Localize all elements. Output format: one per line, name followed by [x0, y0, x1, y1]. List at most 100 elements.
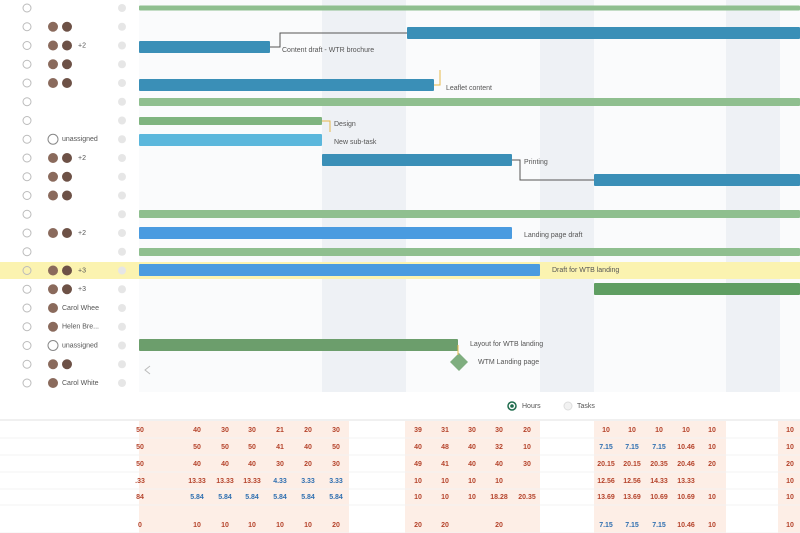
menu-icon[interactable] — [118, 379, 126, 387]
info-icon[interactable] — [22, 191, 32, 200]
task-bar[interactable] — [139, 134, 322, 146]
info-icon[interactable] — [22, 284, 32, 294]
task-bar[interactable] — [139, 248, 800, 256]
table-cell: 40 — [304, 444, 312, 451]
table-cell: 10 — [495, 478, 503, 485]
task-label: Design — [334, 121, 356, 128]
info-icon[interactable] — [22, 209, 32, 219]
table-cell: 10 — [682, 427, 690, 434]
menu-icon[interactable] — [118, 247, 126, 256]
info-icon[interactable] — [22, 322, 32, 332]
info-icon[interactable] — [22, 359, 32, 369]
info-icon[interactable] — [22, 22, 32, 32]
radio-tasks[interactable] — [563, 401, 573, 411]
avatar — [48, 153, 58, 163]
assignee-name: Carol Whee — [62, 305, 99, 312]
table-cell: 50 — [221, 444, 229, 451]
assignee-count: +2 — [78, 155, 86, 162]
info-icon[interactable] — [22, 59, 32, 69]
assignee-name: Helen Bre... — [62, 324, 99, 331]
task-bar[interactable] — [407, 27, 800, 39]
info-icon[interactable] — [22, 3, 32, 13]
table-cell: 40 — [248, 461, 256, 468]
avatar — [62, 265, 72, 276]
task-bar[interactable] — [139, 117, 322, 125]
task-bar[interactable] — [139, 264, 540, 276]
table-cell: 10 — [708, 444, 716, 451]
table-band — [405, 421, 540, 533]
menu-icon[interactable] — [118, 360, 126, 369]
menu-icon[interactable] — [118, 154, 126, 162]
table-cell: 10 — [602, 427, 610, 434]
task-bar[interactable] — [139, 210, 800, 218]
task-bar[interactable] — [139, 79, 434, 91]
table-cell: 20 — [304, 427, 312, 434]
menu-icon[interactable] — [118, 79, 126, 87]
menu-icon[interactable] — [118, 322, 126, 331]
info-icon[interactable] — [22, 134, 32, 144]
task-bar[interactable] — [139, 41, 270, 53]
info-icon[interactable] — [22, 247, 32, 257]
menu-icon[interactable] — [118, 22, 126, 31]
menu-icon[interactable] — [118, 210, 126, 219]
menu-icon[interactable] — [118, 341, 126, 350]
info-icon[interactable] — [22, 97, 32, 107]
info-icon[interactable] — [22, 228, 32, 238]
task-bar[interactable] — [594, 174, 800, 186]
table-cell: 10 — [221, 522, 229, 529]
menu-icon[interactable] — [118, 229, 126, 237]
info-icon[interactable] — [22, 172, 32, 182]
task-bar[interactable] — [322, 154, 512, 166]
table-cell: 10 — [414, 494, 422, 501]
table-cell: 20.15 — [597, 461, 615, 468]
table-band — [594, 421, 726, 533]
table-cell: 7.15 — [625, 444, 639, 451]
info-icon[interactable] — [22, 153, 32, 163]
table-cell: 7.15 — [652, 522, 666, 529]
collapse-icon[interactable] — [144, 365, 151, 375]
info-icon[interactable] — [22, 266, 32, 275]
toggle-label[interactable]: Tasks — [577, 403, 595, 410]
task-bar[interactable] — [139, 5, 800, 11]
menu-icon[interactable] — [118, 60, 126, 69]
table-cell: 10 — [523, 444, 531, 451]
menu-icon[interactable] — [118, 266, 126, 275]
table-cell: 40 — [193, 461, 201, 468]
info-icon[interactable] — [22, 378, 32, 388]
table-cell: 50 — [332, 444, 340, 451]
table-cell: 20 — [708, 461, 716, 468]
table-cell: 10 — [786, 522, 794, 529]
menu-icon[interactable] — [118, 172, 126, 181]
menu-icon[interactable] — [118, 97, 126, 106]
task-bar[interactable] — [594, 283, 800, 295]
menu-icon[interactable] — [118, 41, 126, 50]
avatar-empty — [47, 340, 59, 351]
table-cell: 40 — [495, 461, 503, 468]
info-icon[interactable] — [22, 41, 32, 50]
task-bar[interactable] — [139, 339, 458, 351]
task-bar[interactable] — [139, 227, 512, 239]
info-icon[interactable] — [22, 78, 32, 88]
info-icon[interactable] — [22, 341, 32, 350]
table-cell: 7.15 — [625, 522, 639, 529]
menu-icon[interactable] — [118, 135, 126, 144]
task-label: Landing page draft — [524, 232, 582, 239]
menu-icon[interactable] — [118, 191, 126, 200]
assignee-count: +2 — [78, 42, 86, 49]
task-label: New sub-task — [334, 139, 377, 146]
assignee-name: Carol White — [62, 380, 99, 387]
avatar — [48, 284, 58, 295]
table-cell: 10.46 — [677, 444, 695, 451]
milestone[interactable] — [450, 353, 468, 371]
table-cell: 49 — [414, 461, 422, 468]
menu-icon[interactable] — [118, 4, 126, 12]
menu-icon[interactable] — [118, 116, 126, 125]
task-bar[interactable] — [139, 98, 800, 106]
info-icon[interactable] — [22, 116, 32, 125]
toggle-label[interactable]: Hours — [522, 403, 541, 410]
info-icon[interactable] — [22, 303, 32, 313]
menu-icon[interactable] — [118, 285, 126, 294]
table-cell: 30 — [495, 427, 503, 434]
timeline-area — [139, 0, 800, 392]
menu-icon[interactable] — [118, 304, 126, 312]
